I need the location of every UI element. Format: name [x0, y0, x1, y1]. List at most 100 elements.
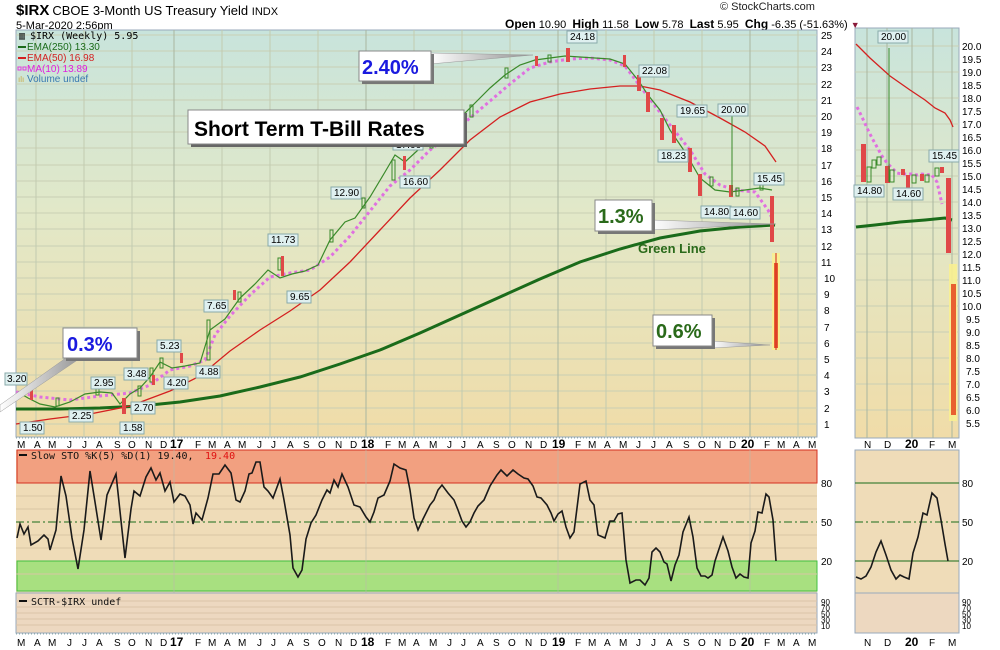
svg-text:23: 23 — [821, 63, 833, 74]
svg-text:80: 80 — [962, 479, 974, 490]
svg-text:F: F — [385, 638, 391, 649]
svg-text:M: M — [777, 638, 785, 649]
svg-text:A: A — [96, 440, 103, 451]
svg-text:D: D — [540, 440, 547, 451]
svg-text:9.65: 9.65 — [290, 292, 310, 303]
tag-2000: 20.00 — [717, 103, 749, 117]
callout-2-40-percent: 2.40% — [358, 50, 534, 84]
svg-text:18: 18 — [821, 144, 833, 155]
svg-text:11.0: 11.0 — [962, 276, 981, 287]
svg-text:F: F — [575, 440, 581, 451]
svg-text:MA(10) 13.89: MA(10) 13.89 — [27, 64, 88, 75]
svg-text:17.0: 17.0 — [962, 120, 982, 131]
mini-stochastic-panel: 80 50 20 — [854, 449, 974, 594]
svg-text:J: J — [651, 638, 656, 649]
price-gridlines — [16, 34, 817, 425]
svg-text:D: D — [884, 638, 891, 649]
tag-158: 1.58 — [119, 421, 145, 435]
tag-1290: 12.90 — [330, 186, 362, 200]
price-panel: 1.50 2.25 2.95 3.48 1.58 2.70 5.23 4.20 … — [0, 29, 836, 438]
svg-text:14.5: 14.5 — [962, 185, 982, 196]
svg-text:S: S — [493, 440, 500, 451]
svg-text:ılı: ılı — [18, 75, 24, 84]
svg-text:J: J — [82, 638, 87, 649]
x-axis-bottom: M A M J J A S O N D 17 F M A M J J A S O N D 18 F M A M J J A S O N D 19 F M… — [16, 633, 817, 649]
svg-text:M: M — [208, 440, 216, 451]
svg-text:0.3%: 0.3% — [67, 334, 113, 356]
svg-text:M: M — [808, 440, 816, 451]
svg-text:O: O — [318, 638, 326, 649]
svg-text:O: O — [508, 440, 516, 451]
svg-text:19.40: 19.40 — [205, 451, 235, 462]
svg-text:22: 22 — [821, 80, 833, 91]
svg-text:7.0: 7.0 — [966, 380, 980, 391]
svg-text:13.0: 13.0 — [962, 224, 982, 235]
svg-text:A: A — [287, 440, 294, 451]
svg-text:11.73: 11.73 — [271, 235, 296, 246]
svg-text:14.60: 14.60 — [896, 189, 921, 200]
svg-text:24.18: 24.18 — [570, 32, 595, 43]
svg-text:F: F — [385, 440, 391, 451]
svg-text:20: 20 — [741, 635, 755, 649]
svg-text:13.5: 13.5 — [962, 211, 982, 222]
price-tags: 1.50 2.25 2.95 3.48 1.58 2.70 5.23 4.20 … — [4, 30, 785, 435]
tag-150: 1.50 — [19, 421, 45, 435]
svg-text:EMA(50) 16.98: EMA(50) 16.98 — [27, 53, 95, 64]
svg-text:10: 10 — [962, 622, 971, 631]
svg-text:13: 13 — [821, 225, 833, 236]
svg-text:A: A — [793, 638, 800, 649]
svg-text:M: M — [948, 440, 956, 451]
tag-1480: 14.80 — [700, 205, 732, 219]
callout-1-3-percent: 1.3% — [594, 199, 777, 234]
svg-text:M: M — [48, 638, 56, 649]
price-y-axis: 2524232221201918171615141312111098765432… — [821, 31, 836, 431]
svg-text:0.6%: 0.6% — [656, 321, 702, 343]
svg-text:1.58: 1.58 — [123, 423, 143, 434]
tag-1460: 14.60 — [729, 206, 761, 220]
down-triangle-icon: ▼ — [850, 20, 860, 30]
ohlc-summary: Open 10.90 High 11.58 Low 5.78 Last 5.95… — [505, 17, 860, 31]
svg-text:F: F — [195, 440, 201, 451]
svg-text:15.45: 15.45 — [932, 151, 957, 162]
svg-text:D: D — [729, 440, 736, 451]
svg-text:M: M — [398, 638, 406, 649]
tag-523: 5.23 — [156, 339, 182, 353]
svg-text:10.0: 10.0 — [962, 302, 982, 313]
svg-text:20: 20 — [741, 437, 755, 451]
svg-text:M: M — [948, 638, 956, 649]
mini-sto-line — [855, 491, 949, 581]
chart-datetime: 5-Mar-2020 2:56pm — [16, 20, 113, 32]
svg-text:19.0: 19.0 — [962, 68, 982, 79]
svg-text:8: 8 — [824, 306, 830, 317]
svg-text:17: 17 — [821, 161, 833, 172]
svg-text:19.65: 19.65 — [680, 106, 705, 117]
sto-y-axis: 80 50 20 — [821, 479, 833, 568]
svg-text:D: D — [350, 638, 357, 649]
svg-text:M: M — [238, 440, 246, 451]
svg-text:1.50: 1.50 — [23, 423, 43, 434]
tag-225: 2.25 — [68, 409, 94, 423]
mini-price-tags: 20.00 14.80 14.60 15.45 — [853, 30, 960, 201]
svg-text:O: O — [318, 440, 326, 451]
svg-text:M: M — [398, 440, 406, 451]
tag-295: 2.95 — [90, 376, 116, 390]
mini-price-panel: 20.00 14.80 14.60 15.45 20.0 19.5 19.0 18.5… — [853, 27, 982, 439]
svg-text:4: 4 — [824, 371, 830, 382]
tag-270: 2.70 — [130, 401, 156, 415]
svg-text:15.45: 15.45 — [757, 174, 782, 185]
tag-1965: 19.65 — [676, 104, 708, 118]
mini-ema50 — [855, 43, 954, 128]
svg-text:M: M — [429, 638, 437, 649]
svg-text:7: 7 — [824, 323, 830, 334]
svg-text:24: 24 — [821, 47, 833, 58]
svg-text:14.60: 14.60 — [733, 208, 758, 219]
svg-text:Volume undef: Volume undef — [27, 74, 88, 85]
low-value: 5.78 — [662, 19, 684, 31]
x-axis-top: M A M J J A S O N D 17 F M A M J J A S O N D 18 F M A M J J A S O N D 19 F M… — [16, 437, 817, 451]
svg-text:20: 20 — [905, 635, 919, 649]
svg-text:90: 90 — [962, 598, 971, 607]
svg-text:11: 11 — [821, 258, 832, 269]
svg-text:M: M — [588, 638, 596, 649]
svg-text:A: A — [224, 638, 231, 649]
svg-text:EMA(250) 13.30: EMA(250) 13.30 — [27, 42, 100, 53]
